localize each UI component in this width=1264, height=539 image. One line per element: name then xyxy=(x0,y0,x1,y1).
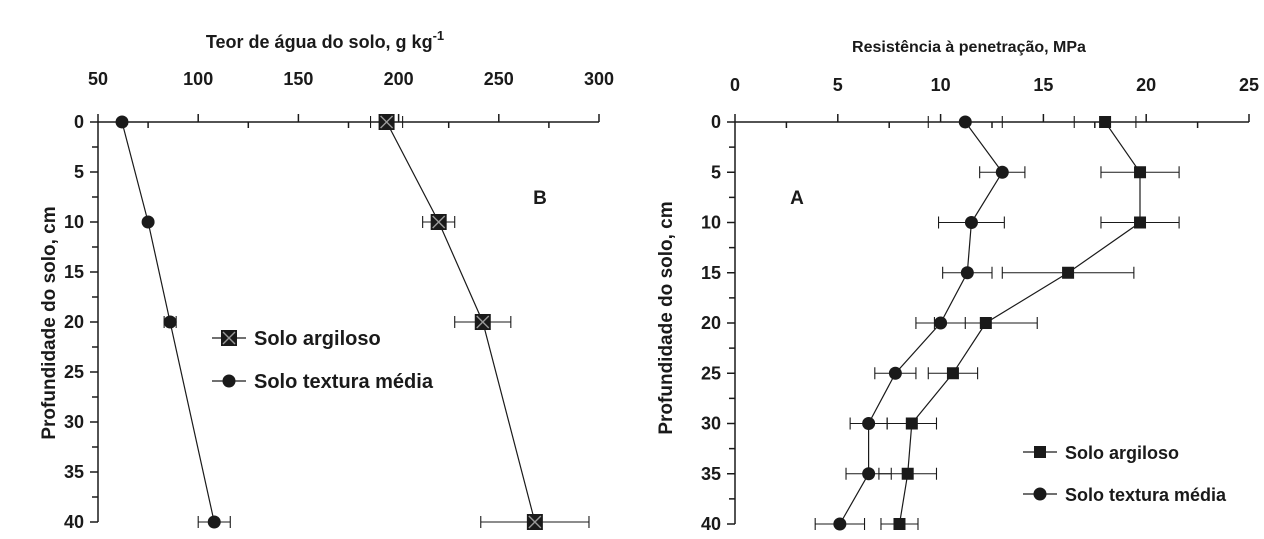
panel-a-series-textura-media-point xyxy=(934,316,948,330)
panel-a-y-tick-label: 20 xyxy=(701,313,721,333)
panel-a-series-textura-media-point xyxy=(958,115,972,129)
panel-b-y-tick-label: 25 xyxy=(64,362,84,382)
panel-a-legend-textura-media-label: Solo textura média xyxy=(1065,485,1227,505)
panel-b-legend-textura-media-marker xyxy=(222,374,236,388)
panel-b-y-tick-label: 35 xyxy=(64,462,84,482)
panel-b-series-argiloso-point xyxy=(378,114,395,130)
panel-a-x-tick-label: 0 xyxy=(730,75,740,95)
panel-b-y-tick-label: 40 xyxy=(64,512,84,532)
panel-b-series-argiloso-line xyxy=(386,121,536,523)
panel-a-series-argiloso-point xyxy=(901,467,914,480)
panel-b-legend-argiloso-marker-cross xyxy=(222,331,236,345)
panel-b-series-textura-media-point xyxy=(163,315,177,329)
panel-b-title: Teor de água do solo, g kg-1 xyxy=(206,28,444,52)
panel-a-y-axis-label: Profundidade do solo, cm xyxy=(656,201,677,434)
panel-b-y-tick-label: 5 xyxy=(74,162,84,182)
panel-a-series-argiloso-point xyxy=(1134,216,1147,229)
panel-a-title: Resistência à penetração, MPa xyxy=(852,39,1086,56)
panel-a-y-tick-label: 30 xyxy=(701,414,721,434)
panel-b-series-textura-media-point xyxy=(141,215,155,229)
panel-b-series-argiloso-point-cross xyxy=(432,215,446,229)
panel-b-y-tick-label: 20 xyxy=(64,312,84,332)
panel-b-y-tick-label: 0 xyxy=(74,112,84,132)
panel-a-y-tick-label: 25 xyxy=(701,363,721,383)
panel-b-x-tick-label: 250 xyxy=(484,69,514,89)
panel-b-x-tick-label: 200 xyxy=(384,69,414,89)
panel-b-series-argiloso-point xyxy=(526,514,543,530)
panel-b-x-tick-label: 150 xyxy=(283,69,313,89)
panel-a-legend-argiloso-label: Solo argiloso xyxy=(1065,443,1179,463)
panel-b-series-argiloso-point xyxy=(474,314,491,330)
panel-a-series-argiloso-point xyxy=(1134,166,1147,179)
panel-a-y-tick-label: 35 xyxy=(701,464,721,484)
panel-b-series-textura-media-point xyxy=(115,115,129,129)
panel-a-y-tick-label: 5 xyxy=(711,162,721,182)
panel-a-series-textura-media-point xyxy=(833,517,847,531)
panel-a-series-textura-media-point xyxy=(995,165,1009,179)
panel-b-water-content: Teor de água do solo, g kg-1 Profundidad… xyxy=(39,28,614,532)
panel-b-legend-textura-media-label: Solo textura média xyxy=(254,371,434,393)
panel-b-x-tick-label: 300 xyxy=(584,69,614,89)
panel-b-letter: B xyxy=(533,188,547,209)
panel-a-x-tick-label: 5 xyxy=(833,75,843,95)
panel-b-series-argiloso-point-cross xyxy=(380,115,394,129)
panel-a-series-argiloso-point xyxy=(893,518,906,530)
panel-b-legend-argiloso-label: Solo argiloso xyxy=(254,328,381,350)
panel-a-legend-argiloso-marker xyxy=(1034,446,1046,458)
panel-b-y-tick-label: 15 xyxy=(64,262,84,282)
panel-a-x-tick-label: 20 xyxy=(1136,75,1156,95)
panel-b-legend-argiloso-marker xyxy=(221,330,237,346)
panel-a-series-textura-media-point xyxy=(964,216,978,229)
panel-a-series-argiloso-point xyxy=(979,317,992,329)
panel-b-series-argiloso-point xyxy=(430,214,447,230)
panel-a-x-tick-label: 10 xyxy=(931,75,951,95)
panel-a-y-tick-label: 10 xyxy=(701,213,721,233)
panel-a-y-tick-label: 15 xyxy=(701,263,721,283)
panel-b-y-axis-label: Profundidade do solo, cm xyxy=(39,206,60,439)
panel-a-series-textura-media-point xyxy=(888,366,902,380)
panel-b-title-superscript: -1 xyxy=(433,28,445,43)
panel-b-series-argiloso-point-cross xyxy=(476,315,490,329)
panel-a-series-textura-media-point xyxy=(862,417,876,430)
panel-b-y-tick-label: 10 xyxy=(64,212,84,232)
panel-a-penetration-resistance: Resistência à penetração, MPa Profundida… xyxy=(656,39,1259,534)
panel-a-y-tick-label: 40 xyxy=(701,514,721,534)
panel-a-series-textura-media-point xyxy=(862,467,876,481)
panel-a-series-argiloso-point xyxy=(905,417,918,430)
panel-a-x-tick-label: 25 xyxy=(1239,75,1259,95)
panel-a-x-tick-label: 15 xyxy=(1033,75,1053,95)
panel-a-series-argiloso-point xyxy=(1062,266,1075,279)
panel-b-series-textura-media-point xyxy=(207,515,221,529)
panel-b-series-argiloso-point-cross xyxy=(528,515,542,529)
panel-a-series-textura-media-point xyxy=(960,266,974,280)
panel-a-series-argiloso-point xyxy=(946,367,959,380)
panel-b-x-tick-label: 50 xyxy=(88,69,108,89)
panel-a-letter: A xyxy=(790,188,804,209)
panel-a-y-tick-label: 0 xyxy=(711,112,721,132)
panel-b-y-tick-label: 30 xyxy=(64,412,84,432)
panel-a-legend-textura-media-marker xyxy=(1033,487,1047,501)
panel-b-series-textura-media-line xyxy=(121,121,215,523)
panel-b-x-tick-label: 100 xyxy=(183,69,213,89)
panel-a-series-argiloso-point xyxy=(1099,116,1112,128)
